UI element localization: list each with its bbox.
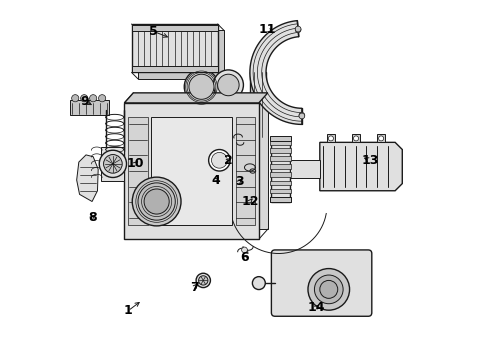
Circle shape (353, 136, 358, 141)
Circle shape (211, 152, 227, 168)
Bar (269, 189, 290, 193)
Polygon shape (131, 24, 217, 72)
Bar (269, 136, 290, 141)
Bar (351, 134, 359, 142)
Circle shape (208, 149, 230, 171)
Polygon shape (77, 155, 98, 202)
Circle shape (328, 136, 333, 141)
Circle shape (298, 112, 304, 118)
Polygon shape (101, 147, 124, 181)
Text: 1: 1 (123, 305, 132, 318)
Circle shape (89, 95, 97, 102)
Polygon shape (249, 21, 301, 125)
Circle shape (378, 136, 383, 141)
Circle shape (298, 113, 304, 119)
Text: 5: 5 (148, 25, 157, 38)
Text: 10: 10 (126, 157, 143, 170)
Circle shape (103, 154, 122, 173)
Polygon shape (319, 142, 402, 191)
Circle shape (307, 269, 349, 310)
Bar (269, 148, 290, 153)
Bar (270, 137, 289, 202)
Circle shape (295, 27, 301, 33)
Circle shape (314, 275, 343, 304)
Bar (289, 160, 319, 178)
Polygon shape (133, 93, 267, 229)
Circle shape (138, 183, 175, 220)
Text: 9: 9 (81, 95, 89, 108)
Text: 2: 2 (224, 154, 232, 167)
Bar (131, 66, 217, 72)
Text: 14: 14 (307, 301, 325, 314)
Polygon shape (124, 103, 258, 239)
Circle shape (99, 150, 126, 177)
Circle shape (144, 189, 169, 214)
Text: 7: 7 (189, 281, 198, 294)
Polygon shape (124, 93, 267, 103)
Bar (269, 172, 290, 177)
Circle shape (184, 69, 218, 104)
Circle shape (99, 95, 105, 102)
Text: 8: 8 (88, 211, 96, 224)
Circle shape (295, 26, 300, 32)
Circle shape (319, 280, 337, 298)
Circle shape (217, 74, 239, 96)
Bar (269, 197, 290, 202)
Bar (269, 165, 290, 169)
Bar (269, 156, 290, 161)
Bar (131, 25, 217, 31)
Text: 4: 4 (211, 174, 220, 186)
Bar (269, 180, 290, 185)
Bar (249, 72, 265, 137)
Circle shape (196, 273, 210, 288)
Circle shape (213, 70, 243, 100)
Polygon shape (151, 117, 231, 225)
Text: 6: 6 (240, 251, 248, 264)
Polygon shape (235, 117, 255, 225)
Bar (70, 100, 109, 115)
Circle shape (188, 74, 214, 99)
Circle shape (81, 95, 88, 102)
Circle shape (132, 177, 181, 226)
Bar (269, 140, 290, 145)
Circle shape (252, 276, 265, 289)
Text: 11: 11 (259, 23, 276, 36)
Circle shape (241, 247, 247, 253)
Circle shape (198, 276, 207, 285)
Circle shape (72, 95, 79, 102)
FancyBboxPatch shape (271, 250, 371, 316)
Bar (269, 197, 290, 202)
Bar (326, 134, 334, 142)
Text: 3: 3 (234, 175, 243, 188)
Text: 13: 13 (361, 154, 378, 167)
Text: 12: 12 (241, 195, 258, 208)
Bar (376, 134, 384, 142)
Polygon shape (138, 31, 224, 79)
Polygon shape (128, 117, 147, 225)
